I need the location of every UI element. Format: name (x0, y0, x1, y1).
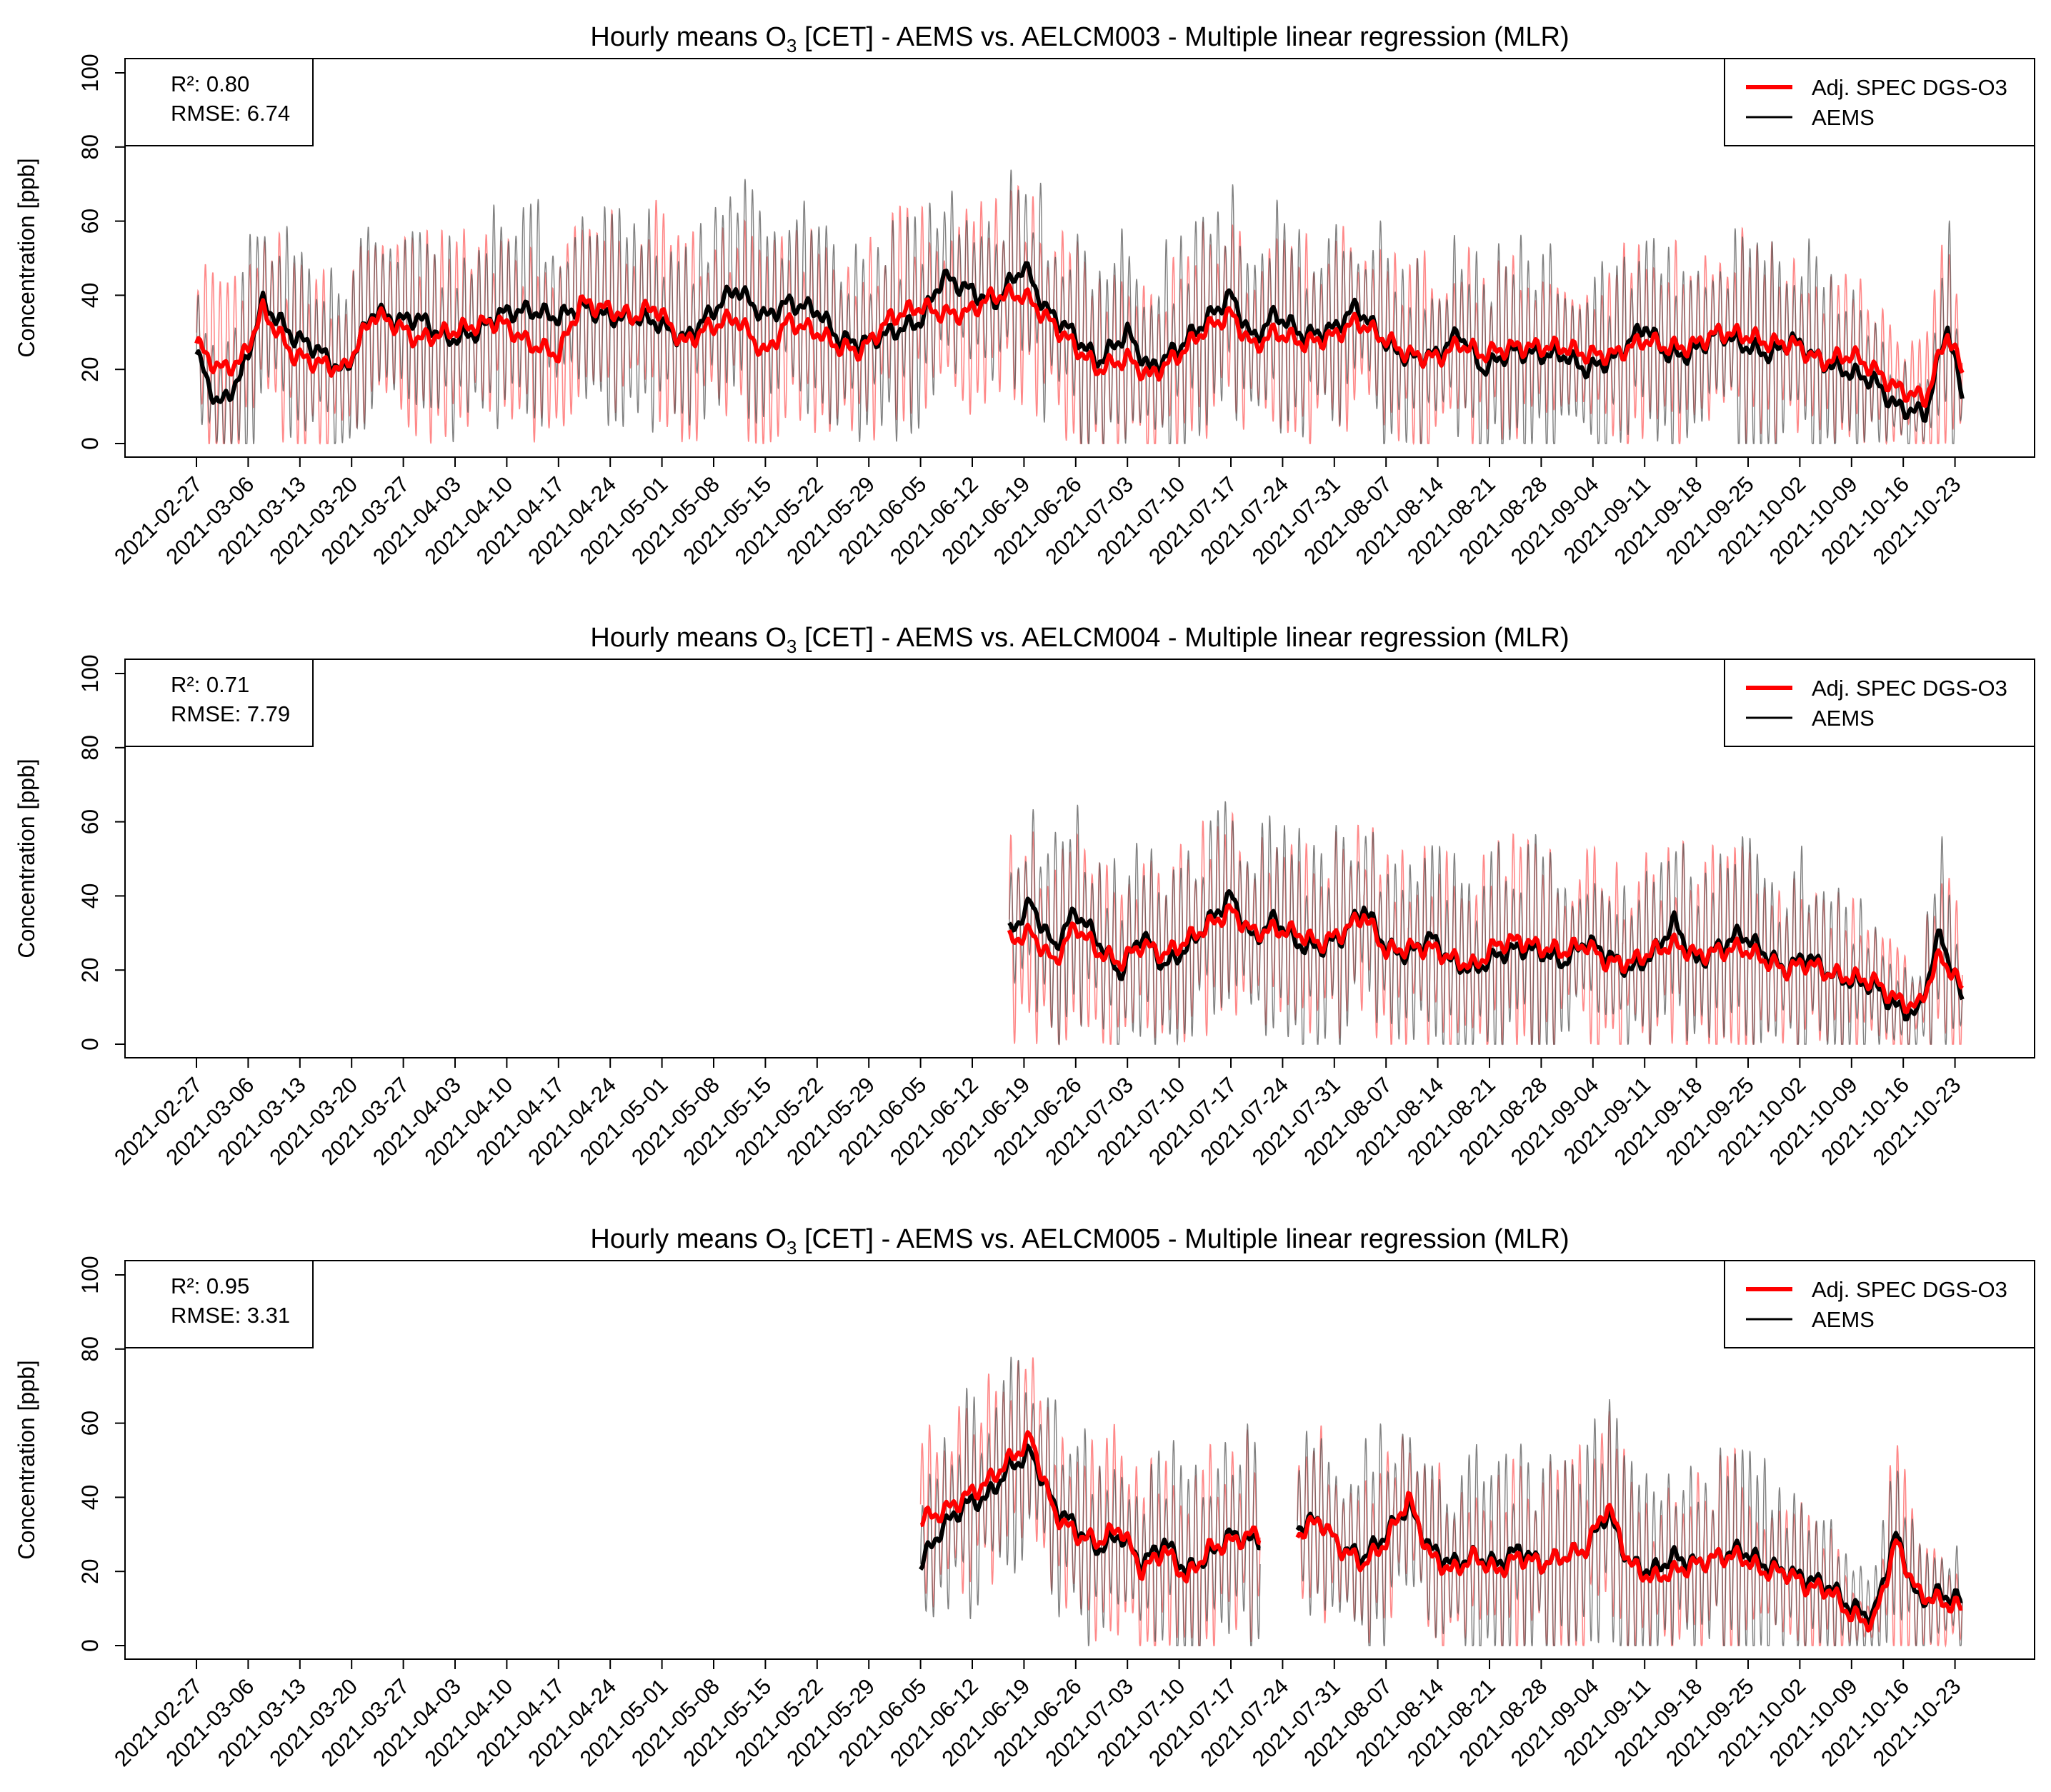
legend-label-adj-spec: Adj. SPEC DGS-O3 (1812, 676, 2007, 701)
y-tick-label: 100 (77, 54, 103, 91)
series-adj-spec-line (194, 283, 1965, 409)
legend-frame (1724, 58, 2035, 146)
legend-label-adj-spec: Adj. SPEC DGS-O3 (1812, 75, 2007, 100)
raw-traces (196, 169, 1963, 446)
y-tick-label: 60 (77, 1411, 103, 1436)
y-tick-label: 60 (77, 209, 103, 234)
stats-box-frame (124, 58, 314, 146)
chart-panel-2: Hourly means O3 [CET] - AEMS vs. AELCM00… (14, 623, 2035, 1170)
smoothed-series (194, 261, 1965, 423)
spec-hourly-trace (919, 1357, 1963, 1648)
chart-title-text: Hourly means O (590, 22, 787, 52)
rmse-value: RMSE: 6.74 (171, 101, 290, 126)
y-tick-label: 100 (77, 1256, 103, 1293)
rmse-value: RMSE: 3.31 (171, 1303, 290, 1328)
series-adj-spec-line (1007, 903, 1965, 1014)
plot-frame (124, 1260, 2035, 1660)
aems-hourly-trace (196, 169, 1963, 444)
chart-title-subscript: 3 (787, 35, 797, 56)
series-adj-spec-line (920, 1430, 1963, 1633)
chart-title-subscript: 3 (787, 1237, 797, 1258)
y-tick-label: 40 (77, 884, 103, 909)
plot-frame (124, 58, 2035, 458)
y-tick-label: 80 (77, 735, 103, 761)
chart-title-text: Hourly means O (590, 1224, 787, 1254)
y-tick-label: 40 (77, 283, 103, 309)
legend: Adj. SPEC DGS-O3 AEMS (1724, 659, 2035, 747)
legend: Adj. SPEC DGS-O3 AEMS (1724, 58, 2035, 146)
y-tick-label: 60 (77, 809, 103, 835)
chart-title-text-suffix: [CET] - AEMS vs. AELCM005 - Multiple lin… (797, 1224, 1569, 1254)
y-axis-label: Concentration [ppb] (14, 158, 39, 357)
chart-title: Hourly means O3 [CET] - AEMS vs. AELCM00… (590, 1224, 1569, 1258)
chart-panel-1: Hourly means O3 [CET] - AEMS vs. AELCM00… (14, 22, 2035, 569)
y-tick-label: 100 (77, 654, 103, 692)
y-tick-label: 80 (77, 134, 103, 160)
stats-box: R²: 0.80 RMSE: 6.74 (124, 58, 314, 146)
y-tick-label: 20 (77, 1558, 103, 1584)
y-axis-label: Concentration [ppb] (14, 1360, 39, 1559)
legend-label-adj-spec: Adj. SPEC DGS-O3 (1812, 1277, 2007, 1302)
legend-frame (1724, 1260, 2035, 1348)
stats-box-frame (124, 1260, 314, 1348)
raw-traces (919, 1356, 1963, 1648)
y-tick-label: 80 (77, 1336, 103, 1362)
stats-box-frame (124, 659, 314, 747)
chart-title-text-suffix: [CET] - AEMS vs. AELCM004 - Multiple lin… (797, 623, 1569, 653)
stats-box: R²: 0.95 RMSE: 3.31 (124, 1260, 314, 1348)
rmse-value: RMSE: 7.79 (171, 701, 290, 726)
chart-title: Hourly means O3 [CET] - AEMS vs. AELCM00… (590, 623, 1569, 657)
smoothed-series (1007, 889, 1965, 1022)
chart-title-text-suffix: [CET] - AEMS vs. AELCM003 - Multiple lin… (797, 22, 1569, 52)
raw-traces (1008, 801, 1963, 1046)
y-tick-label: 40 (77, 1485, 103, 1511)
chart-title-subscript: 3 (787, 636, 797, 657)
r2-value: R²: 0.80 (171, 71, 249, 96)
plot-frame (124, 659, 2035, 1058)
legend-label-aems: AEMS (1812, 706, 1875, 731)
stats-box: R²: 0.71 RMSE: 7.79 (124, 659, 314, 747)
legend-frame (1724, 659, 2035, 747)
legend: Adj. SPEC DGS-O3 AEMS (1724, 1260, 2035, 1348)
y-tick-label: 20 (77, 957, 103, 983)
y-tick-label: 0 (77, 1639, 103, 1652)
r2-value: R²: 0.71 (171, 672, 249, 697)
legend-label-aems: AEMS (1812, 1307, 1875, 1332)
chart-title: Hourly means O3 [CET] - AEMS vs. AELCM00… (590, 22, 1569, 56)
chart-panel-3: Hourly means O3 [CET] - AEMS vs. AELCM00… (14, 1224, 2035, 1771)
y-axis-label: Concentration [ppb] (14, 759, 39, 958)
smoothed-series (919, 1430, 1963, 1633)
y-tick-label: 0 (77, 1038, 103, 1051)
legend-label-aems: AEMS (1812, 105, 1875, 130)
chart-title-text: Hourly means O (590, 623, 787, 653)
y-tick-label: 20 (77, 356, 103, 382)
r2-value: R²: 0.95 (171, 1273, 249, 1298)
y-tick-label: 0 (77, 437, 103, 450)
